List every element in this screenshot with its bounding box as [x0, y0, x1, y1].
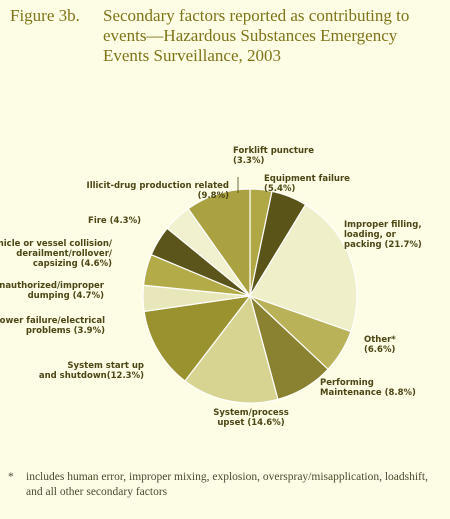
pie-slice-3 — [249, 203, 358, 333]
figure-title: Secondary factors reported as contributi… — [103, 6, 410, 65]
pie-chart: Forklift puncture (3.3%) Equipment failure… — [0, 146, 422, 428]
footnote-mark: * — [8, 471, 14, 483]
pie-slice-6 — [184, 294, 279, 404]
slice-label-2: Equipment failure (5.4%) — [264, 174, 350, 194]
slice-label-5: Performing Maintenance (8.8%) — [320, 378, 416, 398]
pie-slice-12 — [187, 188, 251, 298]
slice-label-7: System start up and shutdown(12.3%) — [39, 361, 144, 381]
figure-label: Figure 3b. — [10, 6, 80, 25]
slice-label-11: Fire (4.3%) — [88, 216, 141, 226]
footnote-text: includes human error, improper mixing, e… — [26, 471, 428, 498]
pie-slice-7 — [143, 295, 252, 382]
footnote: * includes human error, improper mixing,… — [8, 470, 438, 500]
slice-label-10: Vehicle or vessel collision/derailment/r… — [0, 239, 113, 269]
slice-label-4: Other* (6.6%) — [364, 335, 396, 355]
slice-label-12: Illicit-drug production related (9.8%) — [87, 181, 230, 201]
slice-label-3: Improper filling, loading, or packing (21.… — [344, 220, 422, 250]
slice-label-9: Unauthorized/improper dumping (4.7%) — [0, 281, 105, 301]
slice-label-1: Forklift puncture (3.3%) — [233, 146, 314, 166]
slice-label-8: Power failure/electrical problems (3.9%) — [0, 316, 105, 336]
slice-label-6: System/process upset (14.6%) — [213, 408, 289, 428]
